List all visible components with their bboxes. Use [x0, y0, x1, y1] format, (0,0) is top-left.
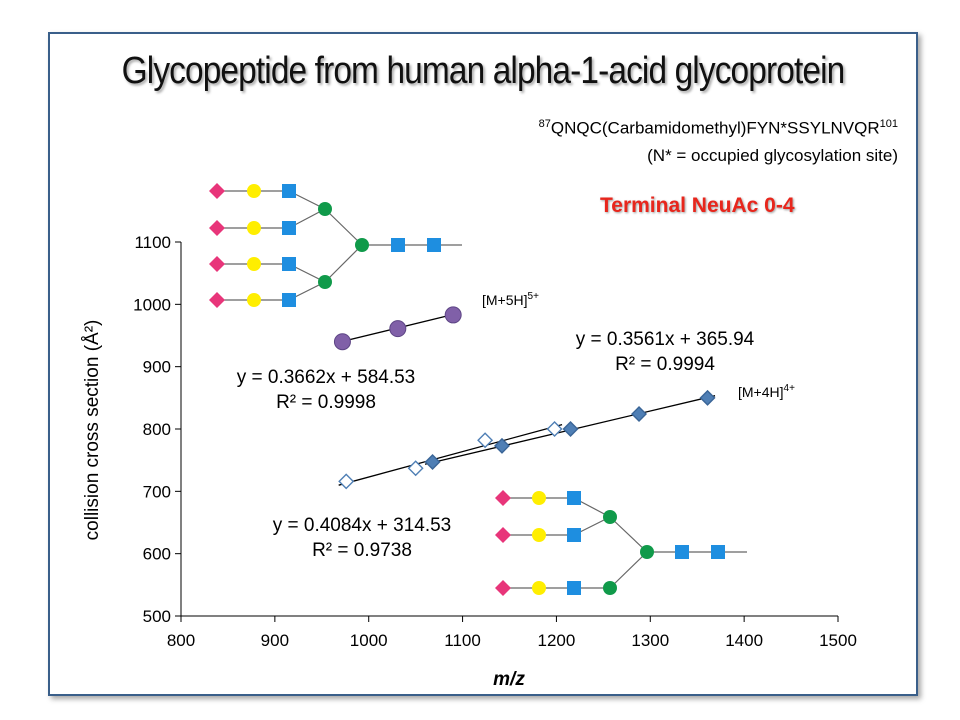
glcnac-square	[567, 581, 581, 595]
data-point-open	[407, 460, 424, 477]
neuac-diamond	[209, 183, 225, 199]
fit-equation-5plus: y = 0.3662x + 584.53	[237, 367, 416, 388]
data-points	[333, 306, 716, 490]
slide-frame	[48, 32, 918, 696]
chart-axes: 500 600 700 800 900 1000 1100 800 900 1000 1100 120…	[133, 233, 857, 650]
galactose-circle	[247, 293, 261, 307]
glycan-bond	[324, 244, 363, 283]
peptide-end: 101	[879, 118, 898, 130]
glcnac-square	[282, 257, 296, 271]
neuac-diamond	[209, 292, 225, 308]
data-point-open	[546, 421, 563, 437]
glcnac-square	[282, 221, 296, 235]
neuac-diamond	[495, 580, 511, 596]
mannose-circle	[318, 275, 332, 289]
data-point-open	[338, 473, 355, 490]
glcnac-square	[567, 491, 581, 505]
fit-r2-4plus: R² = 0.9994	[615, 354, 715, 375]
mannose-circle	[603, 510, 617, 524]
glcnac-square	[711, 545, 725, 559]
mannose-circle	[640, 545, 654, 559]
x-tick-label: 900	[261, 631, 289, 650]
galactose-circle	[247, 257, 261, 271]
data-point-5plus	[389, 320, 407, 338]
fit-r2-open: R² = 0.9738	[312, 540, 412, 561]
glycosylation-note: (N* = occupied glycosylation site)	[647, 146, 898, 165]
y-tick-label: 600	[143, 545, 171, 564]
glcnac-square	[282, 184, 296, 198]
x-tick-label: 800	[167, 631, 195, 650]
slide-title: Glycopeptide from human alpha-1-acid gly…	[121, 50, 846, 92]
ion-label-4plus-charge: 4+	[784, 383, 796, 394]
neuac-diamond	[209, 220, 225, 236]
ion-label-4plus: [M+4H]4+	[738, 383, 795, 400]
terminal-neuac-label: Terminal NeuAc 0-4	[600, 194, 795, 217]
y-tick-label: 1000	[133, 295, 171, 314]
neuac-diamond	[495, 490, 511, 506]
x-tick-label: 1300	[631, 631, 669, 650]
data-point-4plus	[699, 389, 716, 406]
peptide-start: 87	[538, 118, 551, 130]
x-tick-label: 1400	[725, 631, 763, 650]
ion-label-5plus: [M+5H]5+	[482, 291, 539, 308]
galactose-circle	[247, 184, 261, 198]
data-point-5plus	[333, 333, 351, 351]
data-point-4plus	[494, 437, 510, 454]
neuac-diamond	[495, 527, 511, 543]
mannose-circle	[355, 238, 369, 252]
x-axis-title: m/z	[493, 669, 525, 690]
glcnac-square	[567, 528, 581, 542]
neuac-diamond	[209, 256, 225, 272]
y-tick-label: 800	[143, 420, 171, 439]
fit-r2-5plus: R² = 0.9998	[276, 392, 376, 413]
chart-labels: m/z collision cross section (Å²) y = 0.3…	[82, 291, 795, 690]
ion-label-5plus-base: [M+5H]	[482, 292, 528, 308]
fit-equation-4plus: y = 0.3561x + 365.94	[576, 329, 755, 350]
data-point-open	[477, 432, 494, 449]
y-tick-label: 500	[143, 607, 171, 626]
galactose-circle	[532, 581, 546, 595]
x-tick-label: 1000	[350, 631, 388, 650]
glcnac-square	[675, 545, 689, 559]
mannose-circle	[318, 202, 332, 216]
y-tick-label: 900	[143, 358, 171, 377]
data-point-5plus	[444, 306, 462, 324]
y-axis-title: collision cross section (Å²)	[82, 320, 103, 541]
galactose-circle	[532, 491, 546, 505]
glycan-tetra-antennary	[209, 183, 462, 308]
glcnac-square	[391, 238, 405, 252]
x-tick-label: 1200	[538, 631, 576, 650]
glycan-bond	[324, 208, 363, 246]
x-tick-label: 1100	[444, 631, 481, 650]
glycan-diagrams	[209, 183, 747, 596]
y-tick-label: 700	[143, 482, 171, 501]
glcnac-square	[282, 293, 296, 307]
data-point-4plus	[562, 421, 579, 437]
glycan-bond	[609, 516, 648, 553]
glcnac-square	[427, 238, 441, 252]
fit-equation-open: y = 0.4084x + 314.53	[273, 515, 452, 536]
x-tick-label: 1500	[819, 631, 857, 650]
mannose-circle	[603, 581, 617, 595]
y-tick-label: 1100	[134, 233, 171, 252]
glycan-bond	[609, 551, 648, 589]
peptide-sequence: 87QNQC(Carbamidomethyl)FYN*SSYLNVQR101	[539, 118, 898, 139]
galactose-circle	[247, 221, 261, 235]
data-point-4plus	[424, 454, 441, 471]
ion-label-5plus-charge: 5+	[528, 291, 540, 302]
galactose-circle	[532, 528, 546, 542]
ion-label-4plus-base: [M+4H]	[738, 384, 784, 400]
peptide-sequence-text: QNQC(Carbamidomethyl)FYN*SSYLNVQR	[550, 118, 880, 138]
glycan-tri-antennary	[495, 490, 747, 596]
fit-line-2	[338, 423, 563, 486]
data-point-4plus	[631, 406, 648, 423]
